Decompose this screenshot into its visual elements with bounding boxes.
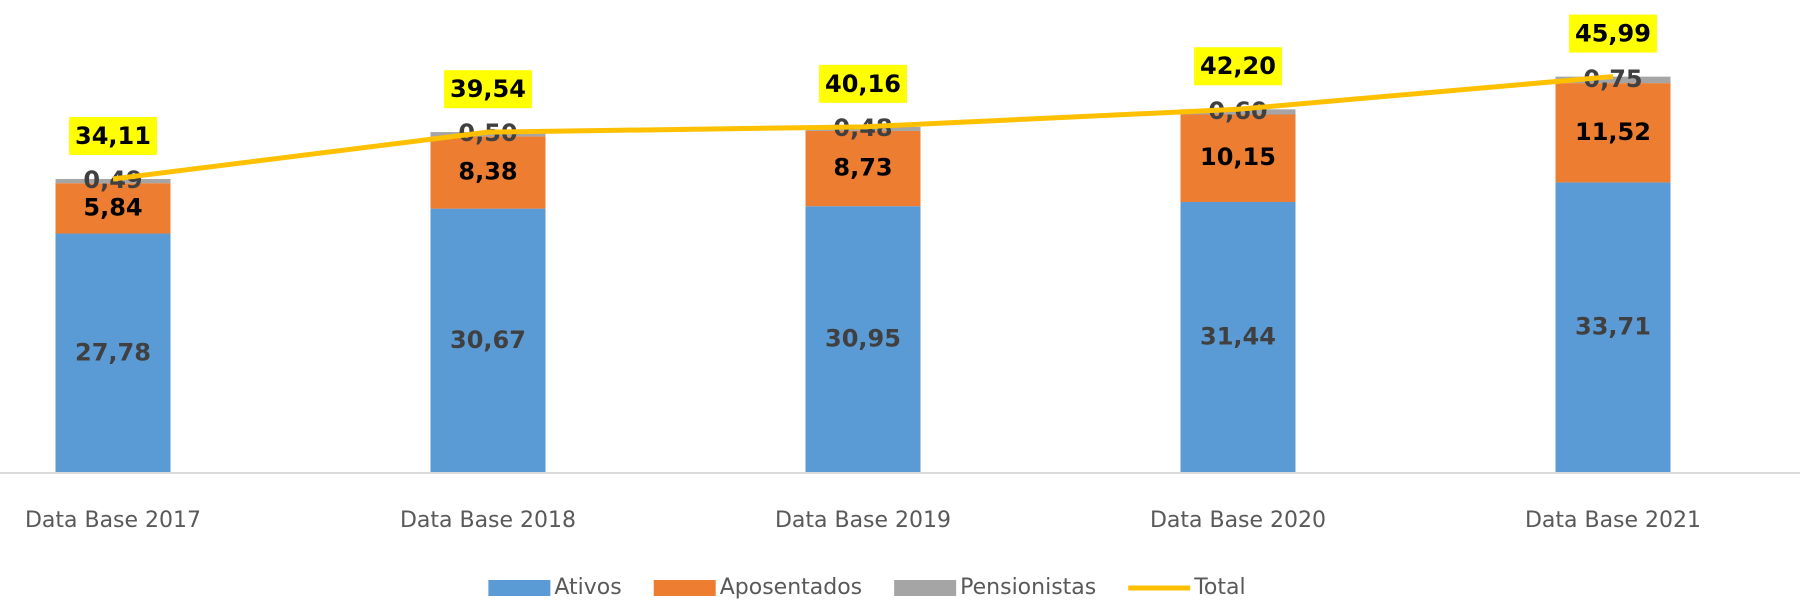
legend-label: Pensionistas xyxy=(960,575,1096,600)
bar-segment xyxy=(1555,76,1671,84)
x-tick-label: Data Base 2021 xyxy=(1525,508,1701,533)
legend-label: Aposentados xyxy=(720,575,862,600)
bar-segment xyxy=(805,130,921,207)
data-label: 8,73 xyxy=(833,154,892,182)
x-tick-label: Data Base 2019 xyxy=(775,508,951,533)
bar-segment xyxy=(1180,201,1296,474)
data-label: 10,15 xyxy=(1200,143,1276,171)
bar-segment xyxy=(430,208,546,473)
data-label: 27,78 xyxy=(75,338,151,366)
bar-segment xyxy=(55,183,171,234)
bar-segment xyxy=(1180,114,1296,202)
legend-swatch xyxy=(894,580,957,596)
total-label: 40,16 xyxy=(825,70,901,98)
data-label: 8,38 xyxy=(458,158,517,186)
label-highlight xyxy=(444,70,532,109)
legend-label: Total xyxy=(1193,575,1245,600)
total-label: 39,54 xyxy=(450,75,526,103)
bar-segment xyxy=(1555,83,1671,183)
data-label: 31,44 xyxy=(1200,322,1276,350)
bar-segment xyxy=(1555,182,1671,473)
x-tick-label: Data Base 2018 xyxy=(400,508,576,533)
label-highlight xyxy=(69,116,157,155)
legend-swatch xyxy=(488,580,551,596)
total-label: 45,99 xyxy=(1575,20,1651,48)
bar-segment xyxy=(430,136,546,209)
label-highlight xyxy=(1194,47,1282,86)
data-label: 30,95 xyxy=(825,325,901,353)
bar-segment xyxy=(55,233,171,473)
total-label: 42,20 xyxy=(1200,52,1276,80)
total-label-group: 42,20 xyxy=(1194,47,1282,86)
bar-segment xyxy=(805,206,921,473)
x-tick-label: Data Base 2017 xyxy=(25,508,201,533)
bar-segment xyxy=(1180,109,1296,115)
total-label: 34,11 xyxy=(75,122,151,150)
data-label: 5,84 xyxy=(83,193,142,221)
x-tick-label: Data Base 2020 xyxy=(1150,508,1326,533)
legend-label: Ativos xyxy=(554,575,621,600)
total-line xyxy=(112,74,1614,182)
bar-segment xyxy=(55,178,171,184)
data-label: 33,71 xyxy=(1575,313,1651,341)
legend: Ativos Aposentados Pensionistas Total xyxy=(488,575,1246,600)
total-label-group: 34,11 xyxy=(69,116,157,155)
legend-swatch xyxy=(653,580,716,596)
label-highlight xyxy=(1569,14,1657,53)
total-label-group: 39,54 xyxy=(444,70,532,109)
total-label-group: 40,16 xyxy=(819,64,907,103)
data-label: 30,67 xyxy=(450,326,526,354)
total-label-group: 45,99 xyxy=(1569,14,1657,53)
data-label: 11,52 xyxy=(1575,118,1651,146)
data-label: 0,49 xyxy=(83,166,142,194)
label-highlight xyxy=(819,64,907,103)
